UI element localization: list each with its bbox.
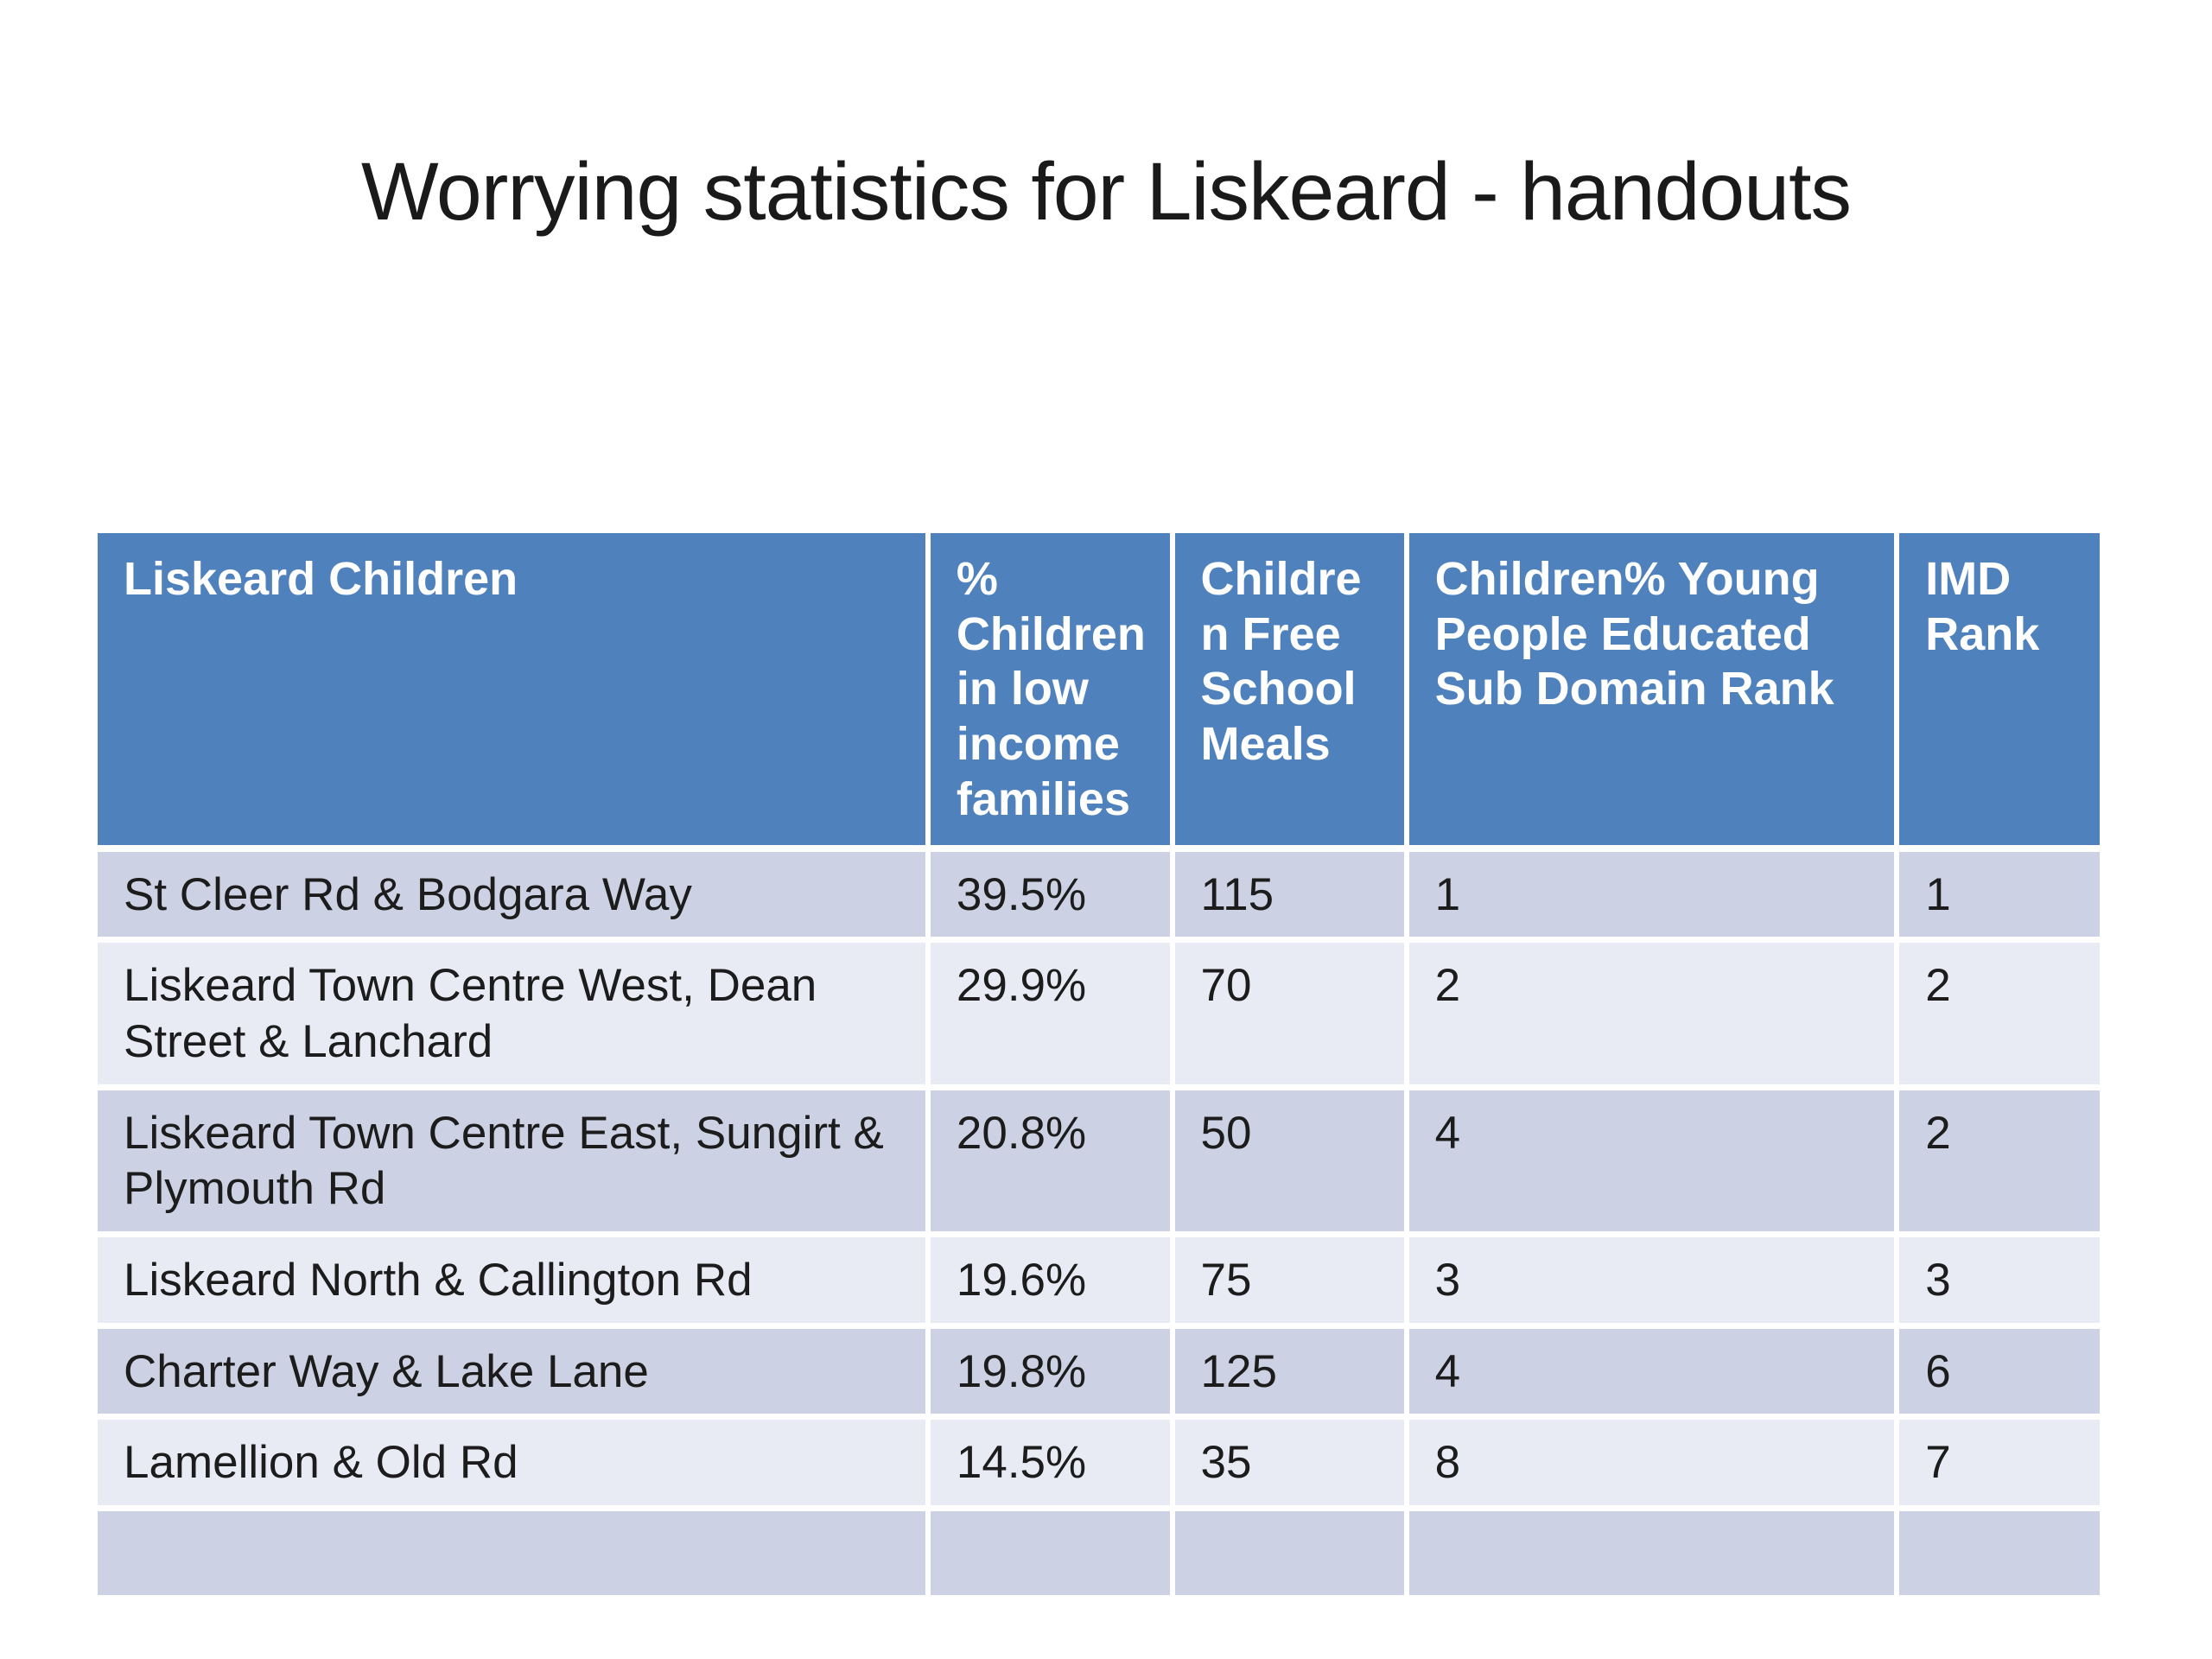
column-header-free-school-meals: Children Free School Meals [1174, 533, 1409, 852]
table-row: Liskeard Town Centre East, Sungirt & Ply… [98, 1090, 2100, 1237]
statistics-table: Liskeard Children % Children in low inco… [98, 533, 2100, 1601]
cell-imd-rank: 3 [1899, 1236, 2100, 1329]
cell-area: Liskeard Town Centre West, Dean Street &… [98, 943, 931, 1090]
cell-educated-rank [1408, 1510, 1900, 1601]
cell-area: Lamellion & Old Rd [98, 1420, 931, 1511]
cell-free-school-meals: 70 [1174, 943, 1409, 1090]
cell-educated-rank: 2 [1408, 943, 1900, 1090]
table-row: St Cleer Rd & Bodgara Way 39.5% 115 1 1 [98, 851, 2100, 944]
table-header-row: Liskeard Children % Children in low inco… [98, 533, 2100, 852]
cell-educated-rank: 4 [1408, 1090, 1900, 1237]
cell-imd-rank: 2 [1899, 1090, 2100, 1237]
cell-low-income: 20.8% [930, 1090, 1175, 1237]
column-header-low-income: % Children in low income families [930, 533, 1175, 852]
cell-area [98, 1510, 931, 1601]
cell-low-income: 19.8% [930, 1328, 1175, 1421]
cell-imd-rank: 2 [1899, 943, 2100, 1090]
cell-free-school-meals: 125 [1174, 1328, 1409, 1421]
cell-low-income: 39.5% [930, 851, 1175, 944]
cell-imd-rank [1899, 1510, 2100, 1601]
cell-educated-rank: 3 [1408, 1236, 1900, 1329]
cell-educated-rank: 1 [1408, 851, 1900, 944]
cell-area: Liskeard Town Centre East, Sungirt & Ply… [98, 1090, 931, 1237]
cell-imd-rank: 6 [1899, 1328, 2100, 1421]
cell-low-income: 19.6% [930, 1236, 1175, 1329]
cell-imd-rank: 7 [1899, 1420, 2100, 1511]
cell-area: Charter Way & Lake Lane [98, 1328, 931, 1421]
cell-free-school-meals [1174, 1510, 1409, 1601]
cell-free-school-meals: 75 [1174, 1236, 1409, 1329]
table-row: Liskeard Town Centre West, Dean Street &… [98, 943, 2100, 1090]
cell-low-income [930, 1510, 1175, 1601]
cell-low-income: 29.9% [930, 943, 1175, 1090]
cell-educated-rank: 4 [1408, 1328, 1900, 1421]
cell-imd-rank: 1 [1899, 851, 2100, 944]
table-row: Lamellion & Old Rd 14.5% 35 8 7 [98, 1420, 2100, 1511]
table-row-empty [98, 1510, 2100, 1601]
table-row: Liskeard North & Callington Rd 19.6% 75 … [98, 1236, 2100, 1329]
column-header-educated-subdomain-rank: Children% Young People Educated Sub Doma… [1408, 533, 1900, 852]
cell-free-school-meals: 35 [1174, 1420, 1409, 1511]
table-row: Charter Way & Lake Lane 19.8% 125 4 6 [98, 1328, 2100, 1421]
cell-educated-rank: 8 [1408, 1420, 1900, 1511]
column-header-liskeard-children: Liskeard Children [98, 533, 931, 852]
cell-free-school-meals: 115 [1174, 851, 1409, 944]
page-title: Worrying statistics for Liskeard - hando… [360, 146, 1852, 238]
cell-low-income: 14.5% [930, 1420, 1175, 1511]
cell-area: Liskeard North & Callington Rd [98, 1236, 931, 1329]
cell-area: St Cleer Rd & Bodgara Way [98, 851, 931, 944]
cell-free-school-meals: 50 [1174, 1090, 1409, 1237]
column-header-imd-rank: IMD Rank [1899, 533, 2100, 852]
